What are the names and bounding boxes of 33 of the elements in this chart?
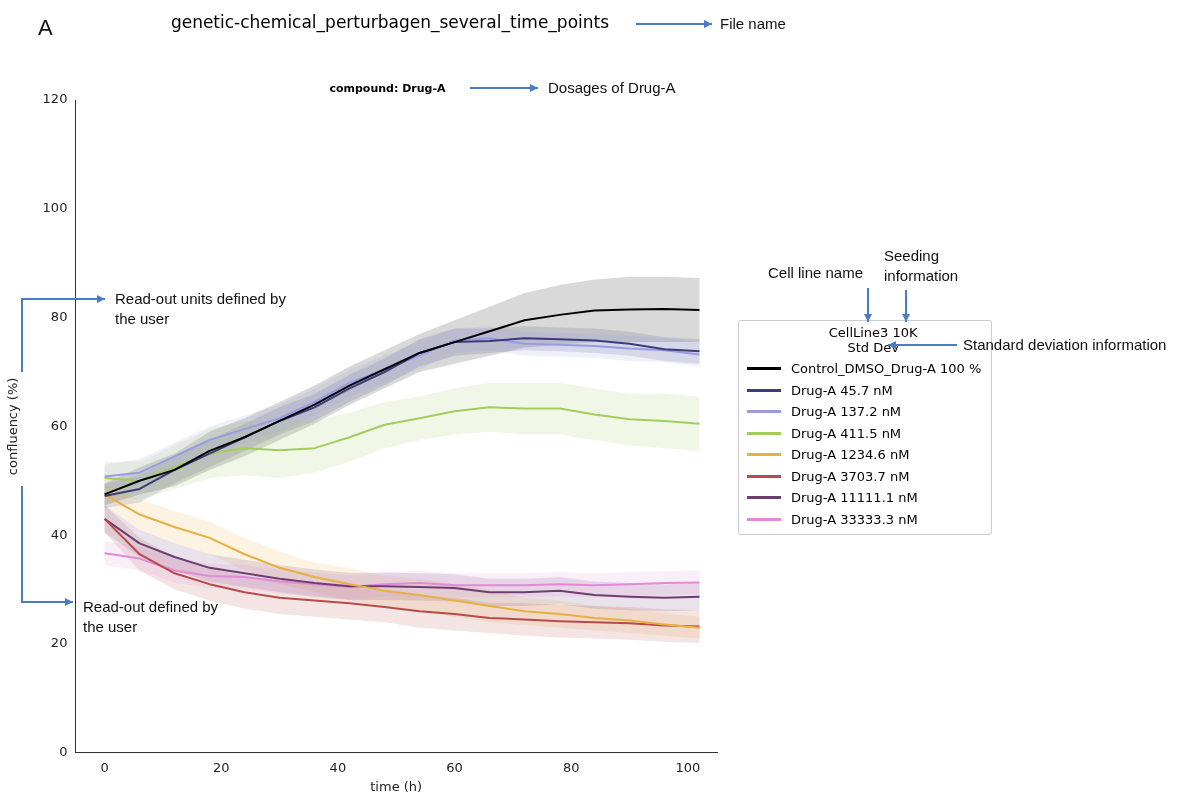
x-axis-title: time (h) xyxy=(370,778,423,794)
x-tick-label: 100 xyxy=(675,759,701,775)
chart-subtitle: compound: Drug-A xyxy=(328,82,447,95)
x-tick-label: 20 xyxy=(212,759,230,775)
legend-label: Drug-A 33333.3 nM xyxy=(791,511,918,527)
legend-label: Drug-A 411.5 nM xyxy=(791,425,902,441)
y-axis-title: confluency (%) xyxy=(5,377,21,476)
legend-label: Drug-A 11111.1 nM xyxy=(791,490,918,506)
annotation: Read-out units defined by the user xyxy=(115,289,287,329)
legend-label: Drug-A 137.2 nM xyxy=(791,404,902,420)
y-tick-label: 40 xyxy=(50,526,68,542)
y-tick-label: 60 xyxy=(50,417,68,433)
legend-label: Drug-A 3703.7 nM xyxy=(791,468,910,484)
x-tick-label: 0 xyxy=(100,759,109,775)
y-tick-label: 120 xyxy=(42,91,68,107)
text: Seeding information xyxy=(884,246,960,286)
text: File name xyxy=(720,14,787,34)
x-tick-label: 60 xyxy=(446,759,463,775)
legend-label: Drug-A 1234.6 nM xyxy=(791,447,910,463)
text: Standard deviation information xyxy=(963,335,1168,355)
y-tick-label: 0 xyxy=(59,744,68,760)
text: Cell line name xyxy=(768,263,865,283)
legend-label: Drug-A 45.7 nM xyxy=(791,382,893,398)
x-tick-label: 40 xyxy=(329,759,347,775)
y-tick-label: 20 xyxy=(50,635,68,651)
y-tick-label: 100 xyxy=(42,200,68,216)
text: Dosages of Drug-A xyxy=(548,78,677,98)
y-tick-label: 80 xyxy=(50,308,68,324)
legend-label: Control_DMSO_Drug-A 100 % xyxy=(791,361,982,377)
chart-title: genetic-chemical_perturbagen_several_time_points xyxy=(169,12,611,32)
text: A xyxy=(38,15,54,40)
x-tick-label: 80 xyxy=(562,759,580,775)
annotation: Read-out defined by the user xyxy=(83,597,220,637)
